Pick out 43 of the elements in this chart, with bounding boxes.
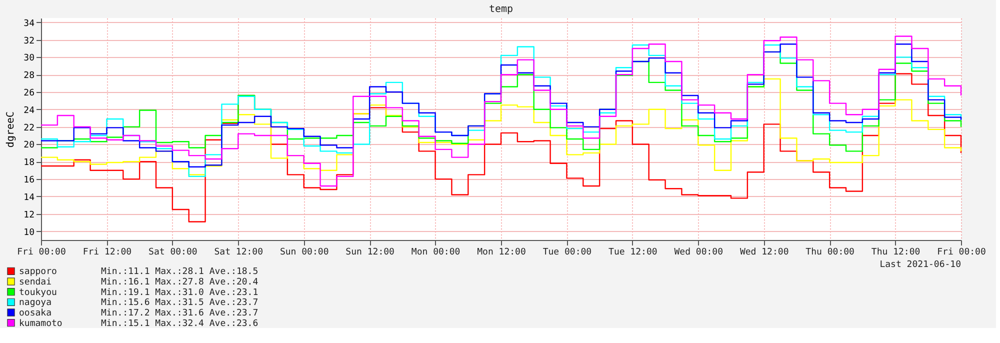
x-tick-label: Thu 00:00 xyxy=(806,248,854,258)
y-tick-label: 14 xyxy=(24,192,34,203)
y-tick-label: 30 xyxy=(24,54,34,64)
x-tick-label: Wed 00:00 xyxy=(674,248,724,258)
y-tick-label: 12 xyxy=(24,210,34,220)
chart-title: temp xyxy=(488,4,514,15)
x-tick-label: Sat 00:00 xyxy=(148,248,198,258)
text: Min.:19.1 Max.:31.0 Ave.:23.1 xyxy=(101,288,258,298)
x-tick-label: Thu 12:00 xyxy=(871,248,920,258)
x-tick-label: Fri 00:00 xyxy=(17,248,66,258)
legend-label: kumamoto xyxy=(19,318,62,329)
y-tick-label: 24 xyxy=(24,106,34,116)
legend-label: toukyou xyxy=(19,288,57,298)
text: Min.:15.6 Max.:31.5 Ave.:23.7 xyxy=(101,298,258,308)
x-tick-label: Wed 12:00 xyxy=(740,248,789,258)
legend-label: sapporo xyxy=(19,267,57,278)
y-tick-label: 34 xyxy=(24,18,34,29)
y-tick-label: 16 xyxy=(24,176,34,186)
x-tick-label: Tue 12:00 xyxy=(608,248,658,258)
x-tick-label: Sat 12:00 xyxy=(214,248,264,258)
x-tick-label: Mon 00:00 xyxy=(411,248,460,258)
x-tick-label: Sun 00:00 xyxy=(280,248,329,258)
y-tick-label: 28 xyxy=(24,71,34,82)
y-tick-label: 18 xyxy=(24,158,34,168)
text: Min.:15.1 Max.:32.4 Ave.:23.6 xyxy=(101,318,258,329)
y-axis-title: dgreeC xyxy=(6,111,17,148)
y-tick-label: 26 xyxy=(24,88,34,98)
y-tick-label: 10 xyxy=(24,228,34,238)
x-tick-label: Tue 00:00 xyxy=(542,248,592,258)
legend-label: nagoya xyxy=(19,298,52,308)
x-tick-label: Sun 12:00 xyxy=(346,248,394,258)
x-tick-label: Fri 12:00 xyxy=(82,248,132,258)
y-tick-label: 32 xyxy=(24,36,34,46)
text: Last 2021-06-10 xyxy=(880,260,961,270)
text: Min.:17.2 Max.:31.6 Ave.:23.7 xyxy=(101,308,258,318)
text: Min.:16.1 Max.:27.8 Ave.:20.4 xyxy=(101,278,258,288)
legend-label: sendai xyxy=(19,278,52,288)
legend-label: oosaka xyxy=(19,308,52,318)
y-tick-label: 20 xyxy=(24,140,34,151)
text: Min.:11.1 Max.:28.1 Ave.:18.5 xyxy=(101,267,258,278)
x-tick-label: Fri 00:00 xyxy=(937,248,986,258)
x-tick-label: Mon 12:00 xyxy=(477,248,526,258)
y-tick-label: 22 xyxy=(24,123,34,134)
